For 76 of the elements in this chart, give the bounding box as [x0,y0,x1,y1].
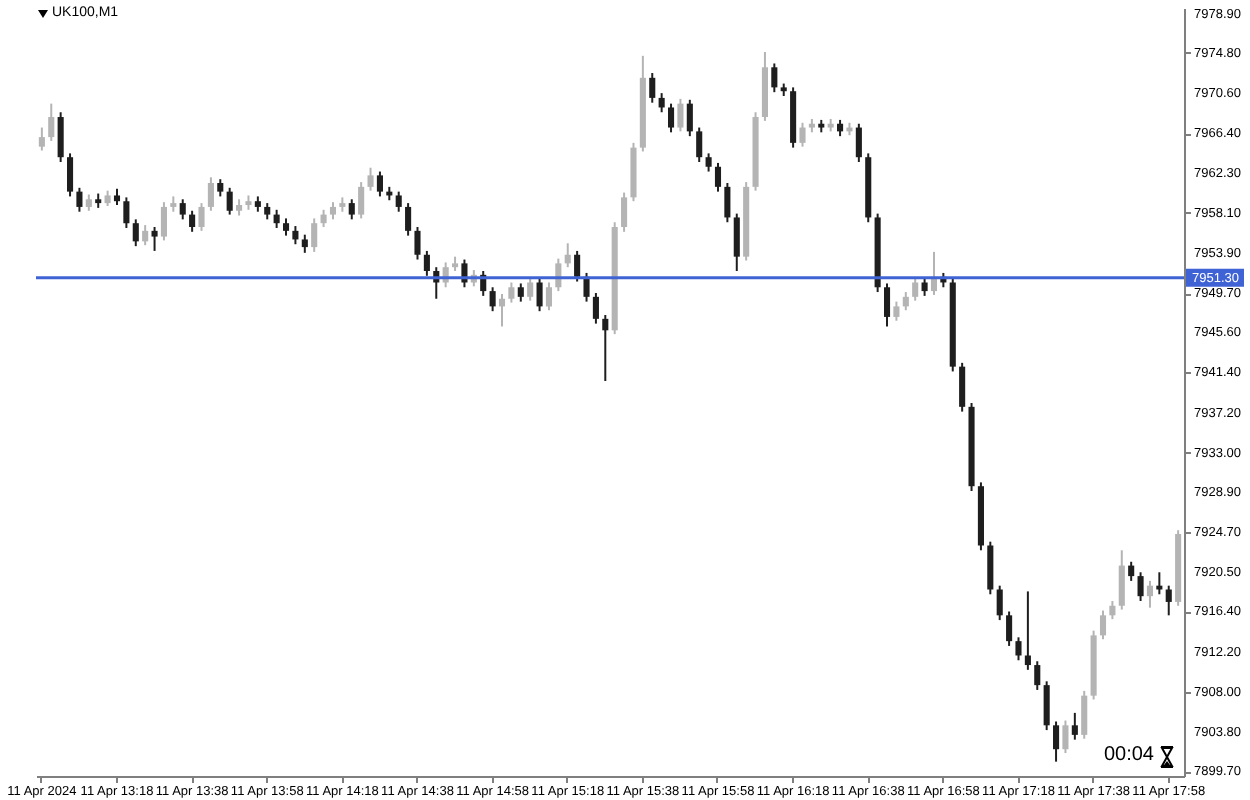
candlestick [893,300,900,322]
candlestick [160,201,167,242]
candlestick [423,249,430,277]
annotation: 00:04 [1103,744,1154,766]
candlestick [1099,609,1107,641]
candlestick [189,209,196,233]
candlestick [649,72,656,104]
candlestick [1043,680,1050,732]
candlestick [724,182,731,224]
candlestick [686,98,693,138]
candlestick [207,176,214,212]
candlestick [912,276,919,302]
candlestick [705,152,712,173]
candlestick [771,62,778,94]
candlestick [367,166,374,192]
candlestick [536,277,543,313]
candlestick [348,198,355,221]
candlestick [1024,590,1031,671]
candlestick [1071,711,1078,741]
candlestick [57,111,64,163]
candlestick [311,217,318,253]
candlestick [1034,660,1041,691]
candlestick [714,161,722,193]
candlestick [76,186,83,213]
candlestick [987,540,994,596]
candlestick [574,249,581,283]
candlestick [1165,584,1172,617]
candlestick [48,102,55,142]
candlestick [733,212,740,273]
candlestick [696,126,703,163]
candlestick [123,196,130,229]
candlestick [592,292,599,325]
candlestick [677,97,684,133]
candlestick [395,190,402,213]
candlestick [414,226,421,261]
candlestick [376,170,383,198]
candlestick [855,122,862,163]
candlestick [545,281,553,312]
candlestick [38,126,45,152]
candlestick [508,281,515,304]
candlestick [1146,579,1154,609]
candlestick [292,225,299,246]
candlestick [883,282,891,328]
candlestick [1081,689,1088,740]
candlestick [1053,720,1060,763]
candlestick [273,208,280,229]
candlestick [799,121,806,148]
candlestick [1128,560,1135,582]
candlestick [1015,636,1022,662]
candlestick [1109,599,1116,621]
candlestick [489,286,496,313]
candlestick [527,276,534,302]
candlestick [142,224,149,247]
candlestick [602,314,609,382]
candlestick [902,291,909,312]
candlestick [179,198,186,221]
candlestick [583,271,590,303]
candlestick [1137,571,1144,602]
candlestick [132,218,139,248]
candlestick [405,202,412,237]
candlestick [564,242,571,269]
candlestick [959,361,966,413]
candlestick [621,191,628,233]
candlestick [198,202,205,232]
candlestick [358,181,365,220]
candlestick [66,152,74,198]
candlestick [1118,549,1125,611]
candlestick [658,92,665,114]
candlestick [517,282,524,303]
candlestick [1006,610,1013,647]
candlestick [1062,719,1069,755]
candlestick [301,233,308,254]
candlestick [226,186,233,216]
candlestick [996,584,1003,622]
candlestick [151,226,158,252]
candlestick [667,102,675,134]
